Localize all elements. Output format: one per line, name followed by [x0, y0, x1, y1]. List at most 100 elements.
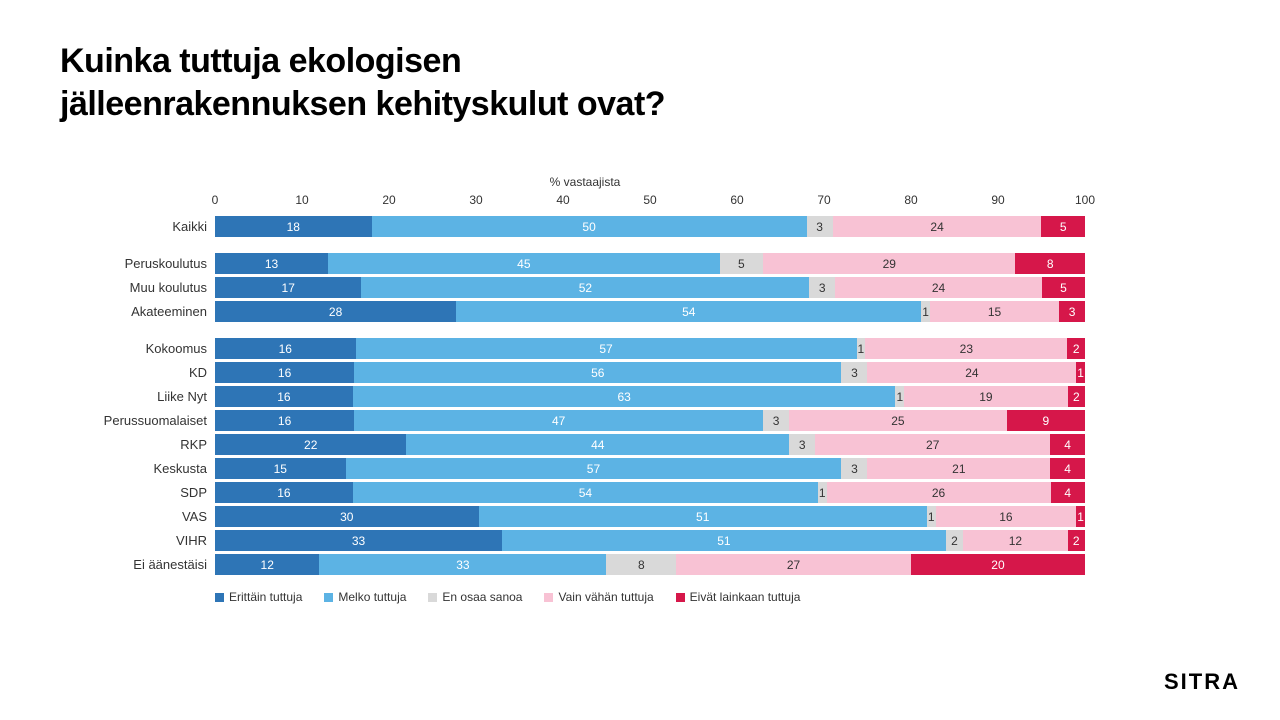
stacked-bar: 15573214 — [215, 458, 1085, 479]
bar-segment-darkblue: 16 — [215, 410, 354, 431]
bar-segment-crimson: 2 — [1068, 386, 1085, 407]
bar-segment-pink: 21 — [867, 458, 1050, 479]
row-label: Keskusta — [60, 461, 215, 476]
stacked-bar: 30511161 — [215, 506, 1085, 527]
bar-segment-gray: 3 — [841, 458, 867, 479]
bar-segment-crimson: 4 — [1050, 458, 1085, 479]
bar-segment-pink: 12 — [963, 530, 1067, 551]
bar-segment-crimson: 5 — [1042, 277, 1085, 298]
bar-segment-pink: 23 — [865, 338, 1067, 359]
bar-segment-lightblue: 45 — [328, 253, 720, 274]
x-tick: 50 — [643, 193, 656, 207]
bar-segment-lightblue: 52 — [361, 277, 809, 298]
x-tick: 0 — [212, 193, 219, 207]
bar-segment-lightblue: 33 — [319, 554, 606, 575]
chart-title: Kuinka tuttuja ekologisen jälleenrakennu… — [60, 40, 665, 125]
x-tick: 10 — [295, 193, 308, 207]
bar-segment-pink: 29 — [763, 253, 1015, 274]
chart-row: Muu koulutus17523245 — [60, 276, 1110, 299]
stacked-bar: 18503245 — [215, 216, 1085, 237]
bar-segment-pink: 27 — [676, 554, 911, 575]
chart-row: Ei äänestäisi123382720 — [60, 553, 1110, 576]
bar-segment-darkblue: 16 — [215, 482, 353, 503]
chart-row: Akateeminen28541153 — [60, 300, 1110, 323]
chart-row: VIHR33512122 — [60, 529, 1110, 552]
chart-row: Liike Nyt16631192 — [60, 385, 1110, 408]
row-label: Peruskoulutus — [60, 256, 215, 271]
row-label: Kokoomus — [60, 341, 215, 356]
legend-item: En osaa sanoa — [428, 590, 522, 604]
legend-label: Erittäin tuttuja — [229, 590, 302, 604]
x-tick: 70 — [817, 193, 830, 207]
chart-row: SDP16541264 — [60, 481, 1110, 504]
row-label: Ei äänestäisi — [60, 557, 215, 572]
bar-segment-darkblue: 16 — [215, 362, 354, 383]
bar-segment-darkblue: 18 — [215, 216, 372, 237]
bar-segment-darkblue: 12 — [215, 554, 319, 575]
bar-segment-lightblue: 54 — [456, 301, 921, 322]
legend-item: Melko tuttuja — [324, 590, 406, 604]
bar-segment-crimson: 4 — [1050, 434, 1085, 455]
legend-item: Erittäin tuttuja — [215, 590, 302, 604]
row-label: Perussuomalaiset — [60, 413, 215, 428]
legend-label: Melko tuttuja — [338, 590, 406, 604]
x-tick: 20 — [382, 193, 395, 207]
chart-row: Peruskoulutus13455298 — [60, 252, 1110, 275]
chart-row: RKP22443274 — [60, 433, 1110, 456]
bar-segment-pink: 24 — [867, 362, 1076, 383]
bar-segment-crimson: 9 — [1007, 410, 1085, 431]
bar-segment-pink: 24 — [833, 216, 1042, 237]
bar-segment-lightblue: 63 — [353, 386, 896, 407]
row-label: RKP — [60, 437, 215, 452]
legend: Erittäin tuttuja Melko tuttuja En osaa san… — [215, 590, 1110, 604]
chart-row: Perussuomalaiset16473259 — [60, 409, 1110, 432]
row-label: Akateeminen — [60, 304, 215, 319]
legend-swatch — [215, 593, 224, 602]
x-tick: 80 — [904, 193, 917, 207]
bar-segment-crimson: 2 — [1068, 530, 1085, 551]
legend-swatch — [676, 593, 685, 602]
y-axis-label: % vastaajista — [60, 175, 1110, 189]
bar-segment-darkblue: 28 — [215, 301, 456, 322]
bar-segment-crimson: 2 — [1067, 338, 1085, 359]
bar-segment-crimson: 5 — [1041, 216, 1085, 237]
x-tick: 40 — [556, 193, 569, 207]
bar-segment-crimson: 8 — [1015, 253, 1085, 274]
bar-segment-pink: 27 — [815, 434, 1050, 455]
stacked-bar: 28541153 — [215, 301, 1085, 322]
x-tick: 100 — [1075, 193, 1095, 207]
chart-row: Kaikki18503245 — [60, 215, 1110, 238]
row-label: Liike Nyt — [60, 389, 215, 404]
bar-segment-crimson: 1 — [1076, 362, 1085, 383]
bar-segment-pink: 16 — [936, 506, 1077, 527]
bar-segment-gray: 1 — [818, 482, 827, 503]
chart-row: VAS30511161 — [60, 505, 1110, 528]
bar-segment-gray: 5 — [720, 253, 764, 274]
stacked-bar: 33512122 — [215, 530, 1085, 551]
bar-segment-gray: 3 — [809, 277, 835, 298]
stacked-bar: 16563241 — [215, 362, 1085, 383]
bar-segment-gray: 3 — [841, 362, 867, 383]
title-line-2: jälleenrakennuksen kehityskulut ovat? — [60, 85, 665, 123]
bar-segment-lightblue: 51 — [502, 530, 946, 551]
legend-item: Eivät lainkaan tuttuja — [676, 590, 801, 604]
bar-segment-darkblue: 15 — [215, 458, 346, 479]
legend-label: Vain vähän tuttuja — [558, 590, 653, 604]
row-label: KD — [60, 365, 215, 380]
bar-segment-pink: 25 — [789, 410, 1007, 431]
bar-segment-darkblue: 30 — [215, 506, 479, 527]
legend-swatch — [324, 593, 333, 602]
bar-segment-darkblue: 13 — [215, 253, 328, 274]
chart-area: % vastaajista 0102030405060708090100 Kai… — [60, 175, 1110, 604]
bar-segment-pink: 26 — [827, 482, 1051, 503]
title-line-1: Kuinka tuttuja ekologisen — [60, 42, 461, 80]
bar-segment-gray: 1 — [927, 506, 936, 527]
bar-segment-darkblue: 16 — [215, 386, 353, 407]
bar-segment-lightblue: 51 — [479, 506, 927, 527]
bar-segment-lightblue: 57 — [346, 458, 842, 479]
bar-segment-lightblue: 44 — [406, 434, 789, 455]
chart-row: KD16563241 — [60, 361, 1110, 384]
bar-segment-lightblue: 56 — [354, 362, 841, 383]
bar-segment-darkblue: 17 — [215, 277, 361, 298]
bar-segment-gray: 1 — [895, 386, 904, 407]
